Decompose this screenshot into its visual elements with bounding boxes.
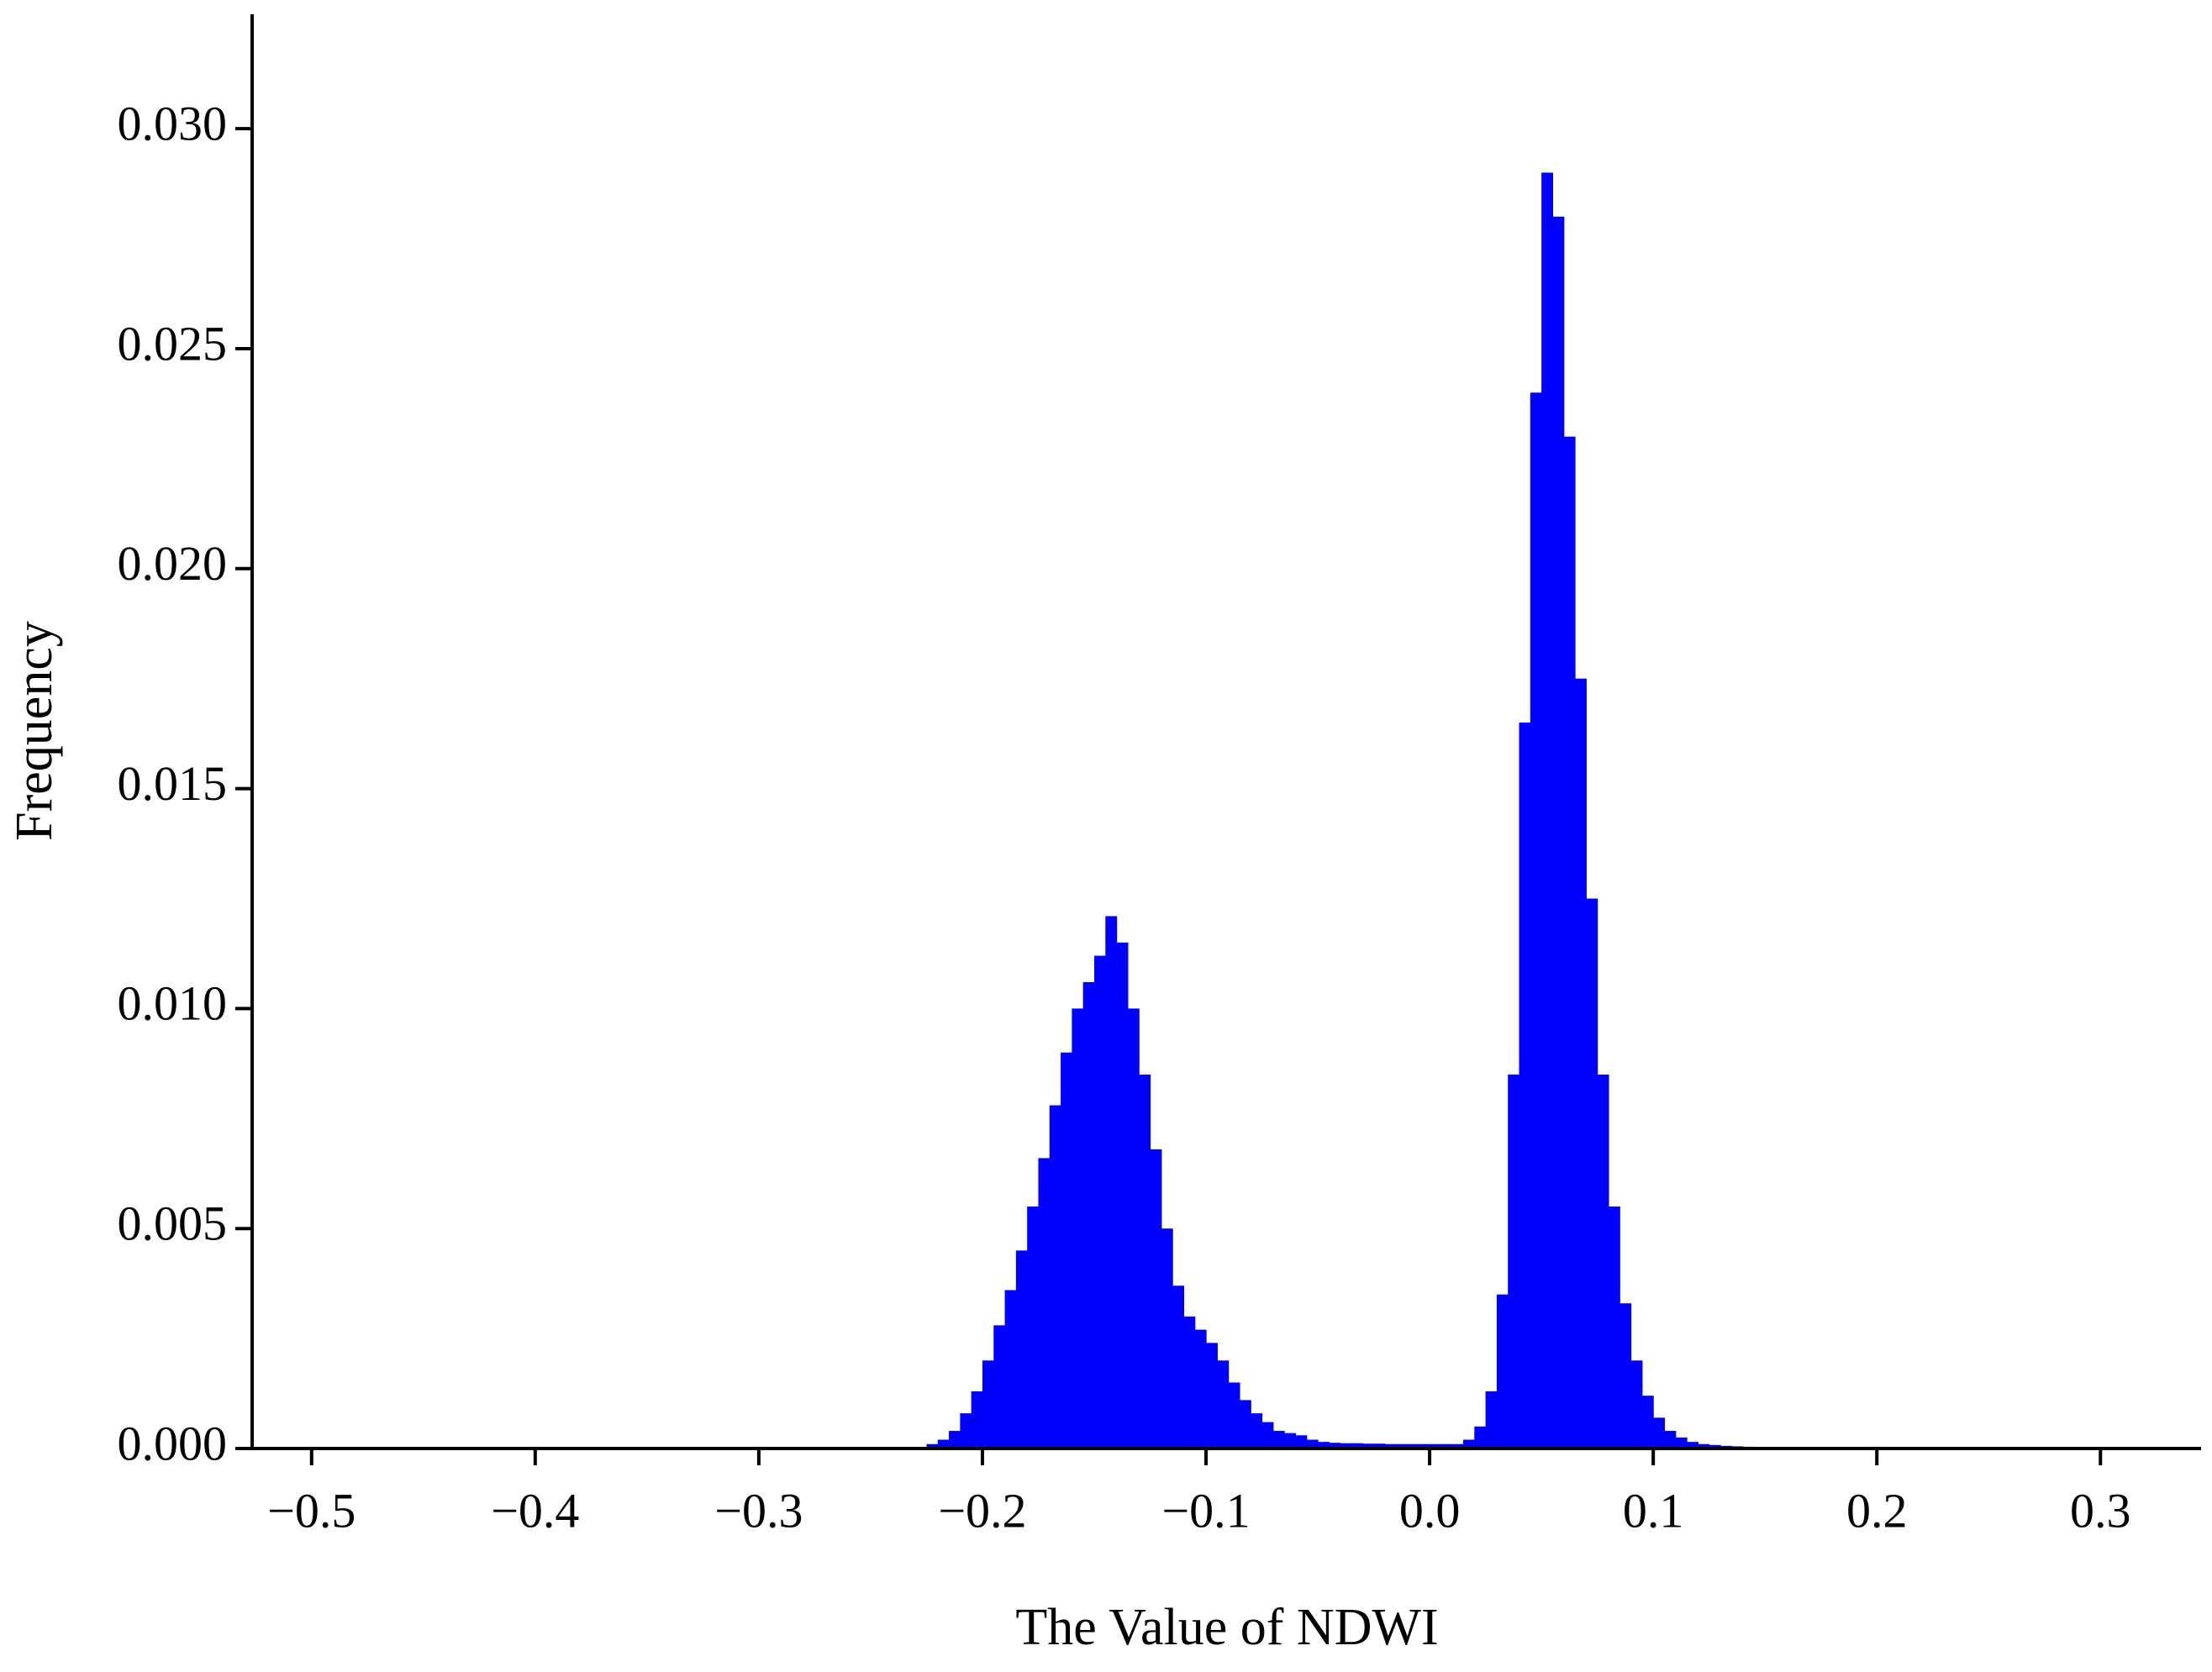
bar: [1641, 1396, 1654, 1449]
y-axis-title: Frequency: [6, 621, 63, 841]
bar: [1474, 1426, 1487, 1449]
bar: [1105, 916, 1118, 1449]
bar: [1541, 172, 1554, 1449]
bar: [1687, 1442, 1698, 1449]
bar: [1563, 436, 1576, 1449]
bar: [1194, 1329, 1207, 1449]
bar: [1440, 1443, 1453, 1449]
bar: [1698, 1443, 1710, 1449]
bar: [1150, 1149, 1162, 1449]
bar: [1586, 898, 1598, 1449]
x-tick-label: 0.3: [2070, 1483, 2131, 1538]
bar: [1384, 1443, 1397, 1449]
bar: [1027, 1207, 1040, 1449]
bar: [1139, 1074, 1151, 1449]
bar: [1508, 1074, 1520, 1449]
y-tick-label: 0.005: [118, 1196, 228, 1251]
bar: [1597, 1074, 1609, 1449]
y-tick-label: 0.000: [118, 1416, 228, 1470]
bar: [982, 1360, 994, 1449]
bar: [1082, 981, 1095, 1449]
y-tick-label: 0.015: [118, 756, 228, 811]
x-tick-label: 0.2: [1846, 1483, 1908, 1538]
bar: [1295, 1435, 1308, 1449]
bar: [1462, 1439, 1475, 1449]
bar: [1653, 1417, 1666, 1449]
bar: [1575, 678, 1587, 1449]
x-tick-label: −0.3: [714, 1483, 803, 1538]
x-tick-label: 0.1: [1623, 1483, 1684, 1538]
bar: [993, 1325, 1006, 1449]
y-tick-label: 0.020: [118, 536, 228, 591]
y-tick-label: 0.030: [118, 96, 228, 150]
bar: [1318, 1442, 1330, 1449]
bar: [1608, 1207, 1620, 1449]
bar: [1430, 1443, 1441, 1449]
bar: [1261, 1422, 1274, 1449]
bar: [1015, 1250, 1028, 1449]
bar: [1284, 1433, 1297, 1449]
bar: [1664, 1431, 1677, 1449]
bar: [1451, 1443, 1464, 1449]
bar: [971, 1391, 983, 1449]
bar: [1630, 1360, 1643, 1449]
x-tick-label: 0.0: [1399, 1483, 1461, 1538]
bar: [1116, 942, 1129, 1449]
bar: [1183, 1316, 1196, 1449]
x-tick-label: −0.5: [267, 1483, 356, 1538]
bar: [1496, 1294, 1509, 1449]
bar: [1362, 1443, 1375, 1449]
bar: [1306, 1439, 1319, 1449]
y-tick-label: 0.010: [118, 976, 228, 1031]
bar: [1049, 1105, 1061, 1449]
bar: [1620, 1303, 1632, 1449]
bar: [1552, 216, 1565, 1449]
bar: [1172, 1286, 1185, 1449]
bar: [1407, 1443, 1419, 1449]
bar: [1272, 1431, 1285, 1449]
bar: [926, 1443, 939, 1449]
x-axis-title: The Value of NDWI: [1015, 1599, 1438, 1656]
bar: [1530, 392, 1542, 1449]
bar: [949, 1431, 961, 1449]
bar: [1709, 1444, 1721, 1449]
bar: [1329, 1443, 1341, 1449]
bar: [1519, 723, 1531, 1449]
bar: [937, 1439, 950, 1449]
bar: [1351, 1443, 1363, 1449]
bar: [1161, 1228, 1173, 1449]
x-tick-label: −0.2: [938, 1483, 1026, 1538]
bar: [1418, 1443, 1430, 1449]
bar: [1061, 1052, 1072, 1449]
bar: [1239, 1400, 1251, 1449]
bar: [1093, 955, 1106, 1449]
bar: [1217, 1360, 1230, 1449]
bar: [1004, 1290, 1017, 1449]
bar: [1038, 1158, 1051, 1449]
bar: [1251, 1413, 1263, 1449]
bar: [1340, 1443, 1352, 1449]
bar: [1206, 1343, 1218, 1449]
bar: [1228, 1382, 1240, 1449]
bar: [1072, 1008, 1084, 1449]
bar: [1373, 1443, 1386, 1449]
y-tick-label: 0.025: [118, 316, 228, 371]
bar: [1396, 1443, 1409, 1449]
bar: [1127, 1008, 1140, 1449]
x-tick-label: −0.4: [491, 1483, 579, 1538]
bar: [1485, 1391, 1498, 1449]
bar: [960, 1413, 972, 1449]
bar: [1675, 1437, 1688, 1449]
x-tick-label: −0.1: [1161, 1483, 1250, 1538]
